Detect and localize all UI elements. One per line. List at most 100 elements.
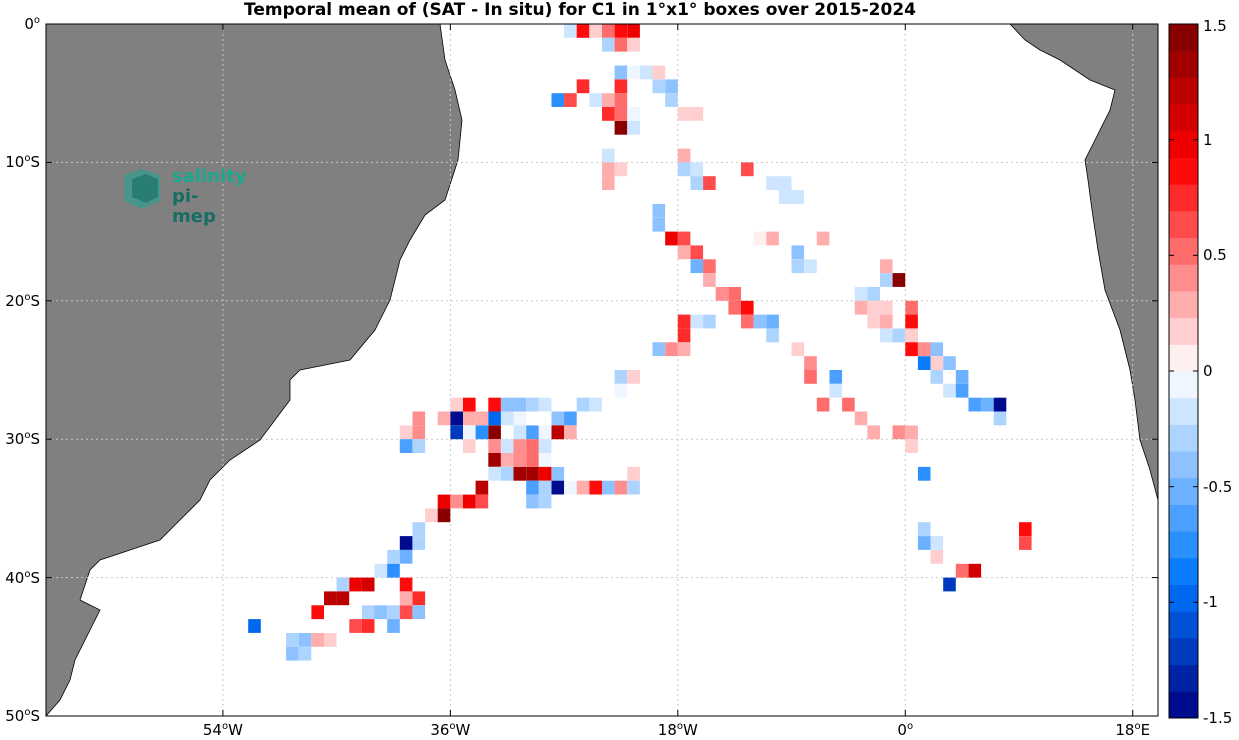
heatmap-cell bbox=[741, 300, 754, 315]
x-tick-label: 18oW bbox=[657, 721, 698, 739]
heatmap-cell bbox=[930, 356, 944, 370]
heatmap-cell bbox=[854, 300, 868, 315]
africa-land bbox=[1009, 24, 1158, 501]
y-tick-label: 20oS bbox=[5, 291, 40, 310]
heatmap-cell bbox=[399, 439, 413, 453]
heatmap-cell bbox=[298, 633, 312, 647]
heatmap-cell bbox=[690, 162, 704, 177]
heatmap-cell bbox=[526, 425, 539, 440]
heatmap-cell bbox=[513, 425, 527, 440]
heatmap-cell bbox=[336, 591, 350, 606]
colorbar-swatch bbox=[1169, 130, 1198, 158]
heatmap-cell bbox=[412, 522, 426, 536]
heatmap-cell bbox=[576, 397, 590, 412]
heatmap-cell bbox=[500, 411, 514, 426]
heatmap-cell bbox=[766, 328, 779, 343]
heatmap-cell bbox=[614, 24, 628, 38]
colorbar-tick-label: 1 bbox=[1203, 130, 1213, 149]
heatmap-cell bbox=[576, 79, 590, 94]
heatmap-cell bbox=[513, 453, 527, 467]
heatmap-cell bbox=[614, 79, 628, 94]
heatmap-cell bbox=[602, 107, 615, 121]
heatmap-cell bbox=[387, 619, 400, 633]
colorbar-swatch bbox=[1169, 290, 1198, 319]
colorbar-swatch bbox=[1169, 397, 1198, 425]
heatmap-cell bbox=[993, 411, 1007, 426]
heatmap-cell bbox=[690, 259, 704, 274]
heatmap-cell bbox=[412, 536, 426, 550]
colorbar-swatch bbox=[1169, 77, 1198, 105]
heatmap-cell bbox=[917, 522, 931, 536]
heatmap-cell bbox=[349, 577, 362, 592]
heatmap-cell bbox=[652, 65, 666, 80]
heatmap-cell bbox=[311, 605, 324, 620]
colorbar-swatch bbox=[1169, 50, 1198, 78]
heatmap-cell bbox=[298, 646, 312, 661]
heatmap-cell bbox=[488, 453, 501, 467]
heatmap-cell bbox=[361, 605, 375, 620]
heatmap-cell bbox=[576, 480, 590, 495]
heatmap-cell bbox=[652, 217, 666, 232]
colorbar-swatch bbox=[1169, 451, 1198, 479]
heatmap-cell bbox=[475, 411, 489, 426]
colorbar-swatch bbox=[1169, 424, 1198, 452]
heatmap-cell bbox=[968, 397, 982, 412]
heatmap-cell bbox=[399, 549, 413, 564]
heatmap-cell bbox=[589, 24, 602, 38]
heatmap-cell bbox=[627, 120, 640, 135]
heatmap-cell bbox=[412, 439, 426, 453]
heatmap-cell bbox=[981, 397, 994, 412]
heatmap-cell bbox=[614, 120, 628, 135]
colorbar-swatch bbox=[1169, 157, 1198, 185]
heatmap-cell bbox=[399, 536, 413, 550]
heatmap-cell bbox=[665, 93, 678, 107]
heatmap-cell bbox=[943, 356, 956, 370]
heatmap-cell bbox=[614, 162, 628, 177]
heatmap-cell bbox=[766, 176, 779, 190]
heatmap-cell bbox=[551, 93, 565, 107]
heatmap-cell bbox=[690, 176, 704, 190]
heatmap-cell bbox=[500, 453, 514, 467]
heatmap-cell bbox=[892, 328, 906, 343]
colorbar-swatch bbox=[1169, 264, 1198, 292]
heatmap-cell bbox=[387, 549, 400, 564]
heatmap-cell bbox=[791, 190, 805, 204]
heatmap-cell bbox=[854, 411, 868, 426]
heatmap-cell bbox=[589, 93, 602, 107]
heatmap-cell bbox=[627, 65, 640, 80]
heatmap-cell bbox=[677, 314, 691, 329]
heatmap-cell bbox=[602, 176, 615, 190]
heatmap-cell bbox=[513, 439, 527, 453]
y-tick-label: 50oS bbox=[5, 707, 40, 725]
heatmap-cells bbox=[248, 24, 1032, 661]
heatmap-cell bbox=[324, 591, 337, 606]
heatmap-cell bbox=[526, 439, 539, 453]
heatmap-cell bbox=[475, 494, 489, 509]
heatmap-cell bbox=[450, 411, 463, 426]
heatmap-cell bbox=[526, 397, 539, 412]
heatmap-cell bbox=[677, 162, 691, 177]
heatmap-cell bbox=[576, 24, 590, 38]
heatmap-cell bbox=[778, 176, 792, 190]
heatmap-cell bbox=[538, 439, 552, 453]
heatmap-cell bbox=[614, 65, 628, 80]
colorbar-tick-label: 0.5 bbox=[1203, 246, 1227, 265]
heatmap-cell bbox=[614, 37, 628, 52]
heatmap-cell bbox=[488, 439, 501, 453]
heatmap-cell bbox=[614, 480, 628, 495]
heatmap-cell bbox=[867, 287, 880, 301]
heatmap-cell bbox=[488, 411, 501, 426]
heatmap-cell bbox=[665, 79, 678, 94]
heatmap-cell bbox=[753, 231, 767, 246]
colorbar-tick-label: 1.5 bbox=[1203, 17, 1227, 35]
heatmap-cell bbox=[602, 93, 615, 107]
x-tick-label: 0o bbox=[897, 721, 914, 739]
heatmap-cell bbox=[854, 287, 868, 301]
logo-text-salinity: salinity bbox=[172, 166, 247, 187]
heatmap-cell bbox=[361, 577, 375, 592]
heatmap-cell bbox=[677, 245, 691, 260]
heatmap-cell bbox=[880, 300, 893, 315]
heatmap-cell bbox=[488, 466, 501, 481]
heatmap-cell bbox=[412, 591, 426, 606]
heatmap-cell bbox=[652, 203, 666, 218]
